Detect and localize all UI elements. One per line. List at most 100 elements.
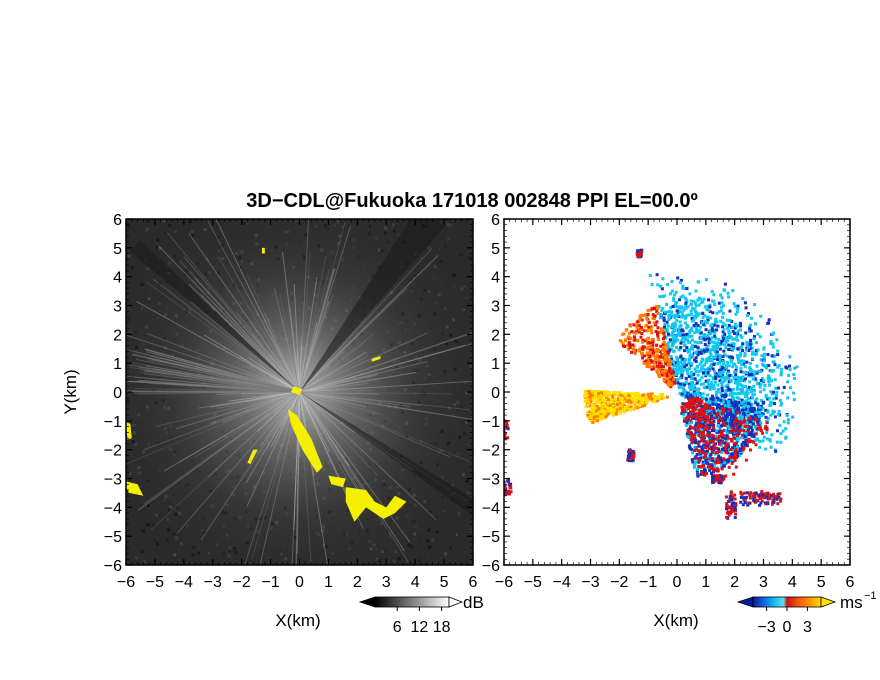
velocity-pixel-positive	[660, 370, 664, 374]
velocity-pixel-positive	[688, 405, 692, 409]
velocity-pixel-negative	[699, 348, 703, 352]
snr-beam-streak	[158, 245, 300, 393]
velocity-pixel-positive	[632, 349, 636, 353]
snr-beam-streak	[299, 391, 450, 458]
velocity-pixel-negative	[725, 376, 729, 380]
velocity-pixel-negative	[713, 349, 717, 353]
velocity-pixel-positive	[702, 455, 706, 459]
velocity-pixel-negative	[788, 364, 792, 368]
velocity-pixel-negative	[744, 441, 748, 445]
snr-beam-streak	[150, 378, 300, 393]
velocity-pixel-negative	[741, 390, 745, 394]
velocity-pixel-positive	[754, 443, 758, 447]
velocity-pixel-negative	[773, 402, 777, 406]
velocity-pixel-negative	[682, 340, 686, 344]
velocity-pixel-negative	[753, 377, 757, 381]
velocity-pixel-positive	[606, 394, 610, 398]
velocity-pixel-positive	[632, 399, 636, 403]
velocity-pixel-negative	[693, 358, 697, 362]
snr-beam-streak	[151, 350, 300, 393]
velocity-pixel-positive	[711, 457, 715, 461]
snr-beam-streak	[200, 391, 300, 541]
velocity-pixel-negative	[671, 332, 675, 336]
snr-beam-streak	[293, 391, 300, 524]
velocity-hard-target-pixel	[775, 495, 779, 499]
velocity-pixel-negative	[723, 417, 727, 421]
velocity-pixel-negative	[690, 334, 694, 338]
velocity-pixel-negative	[693, 331, 697, 335]
snr-beam-streak	[138, 366, 300, 393]
velocity-pixel-negative	[728, 334, 732, 338]
velocity-pixel-positive	[651, 348, 655, 352]
velocity-pixel-negative	[732, 302, 736, 306]
velocity-pixel-negative	[767, 378, 771, 382]
velocity-hard-target-pixel	[710, 475, 714, 479]
velocity-pixel-positive	[597, 391, 601, 395]
velocity-pixel-negative	[739, 387, 743, 391]
velocity-pixel-negative	[792, 398, 796, 402]
snr-beam-streak	[133, 376, 300, 393]
velocity-pixel-negative	[758, 385, 762, 389]
velocity-pixel-positive	[646, 351, 650, 355]
velocity-hard-target-pixel	[720, 479, 724, 483]
velocity-pixel-positive	[613, 399, 617, 403]
velocity-pixel-positive	[656, 371, 660, 375]
velocity-pixel-negative	[762, 355, 766, 359]
snr-beam-streak	[222, 391, 300, 423]
velocity-pixel-negative	[706, 344, 710, 348]
velocity-pixel-negative	[688, 292, 692, 296]
velocity-pixel-positive	[650, 325, 654, 329]
snr-xtick-label: −1	[261, 574, 279, 591]
snr-xlabel: X(km)	[275, 611, 320, 630]
velocity-pixel-negative	[782, 420, 786, 424]
velocity-pixel-negative	[721, 321, 725, 325]
velocity-pixel-negative	[737, 392, 741, 396]
velocity-pixel-negative	[779, 367, 783, 371]
velocity-pixel-negative	[717, 447, 721, 451]
velocity-pixel-positive	[705, 442, 709, 446]
velocity-pixel-positive	[720, 412, 724, 416]
velocity-pixel-negative	[690, 383, 694, 387]
velocity-pixel-negative	[696, 369, 700, 373]
velocity-hard-target-pixel	[499, 491, 502, 494]
velocity-pixel-negative	[713, 463, 717, 467]
velocity-pixel-negative	[686, 435, 690, 439]
velocity-pixel-negative	[719, 460, 723, 464]
snr-beam-streak	[183, 256, 300, 393]
velocity-pixel-negative	[756, 348, 760, 352]
velocity-pixel-positive	[705, 471, 709, 475]
velocity-pixel-negative	[713, 370, 717, 374]
velocity-pixel-negative	[738, 354, 742, 358]
velocity-pixel-negative	[728, 318, 732, 322]
velocity-pixel-positive	[684, 403, 688, 407]
velocity-pixel-negative	[721, 393, 725, 397]
velocity-pixel-positive	[596, 397, 600, 401]
velocity-hard-target-pixel	[725, 502, 729, 506]
velocity-pixel-positive	[652, 354, 656, 358]
velocity-pixel-negative	[719, 373, 723, 377]
velocity-pixel-negative	[676, 333, 680, 337]
velocity-pixel-positive	[586, 403, 590, 407]
velocity-pixel-negative	[707, 308, 711, 312]
velocity-pixel-positive	[648, 354, 652, 358]
velocity-pixel-negative	[684, 390, 688, 394]
velocity-pixel-negative	[714, 375, 718, 379]
velocity-pixel-negative	[720, 296, 724, 300]
velocity-pixel-negative	[745, 343, 749, 347]
velocity-pixel-positive	[661, 353, 665, 357]
velocity-hard-target-pixel	[739, 495, 743, 499]
snr-ytick-label: 6	[113, 212, 122, 229]
velocity-pixel-positive	[688, 415, 692, 419]
velocity-pixel-positive	[603, 398, 607, 402]
snr-noise-pixel	[126, 264, 130, 268]
velocity-pixel-negative	[755, 371, 759, 375]
snr-beam-streak	[270, 335, 300, 393]
velocity-pixel-negative	[779, 373, 783, 377]
snr-beam-streak	[145, 365, 300, 393]
velocity-hard-target-pixel	[771, 498, 775, 502]
velocity-pixel-positive	[722, 407, 726, 411]
velocity-pixel-negative	[718, 430, 722, 434]
snr-beam-streak	[216, 391, 300, 395]
velocity-pixel-negative	[679, 371, 683, 375]
velocity-pixel-positive	[623, 406, 627, 410]
